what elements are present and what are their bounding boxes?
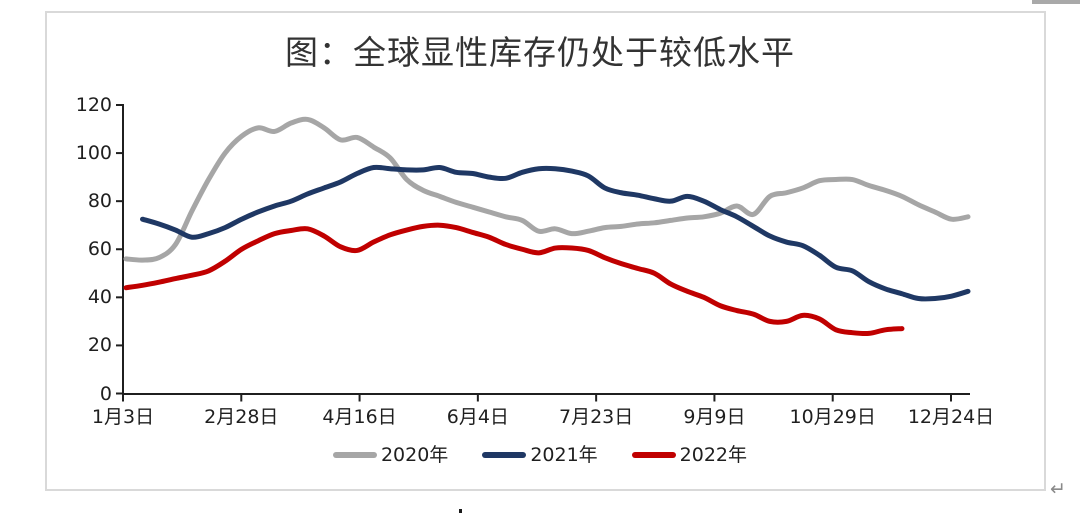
- legend-label-2021: 2021年: [530, 444, 598, 466]
- legend-label-2022: 2022年: [679, 444, 748, 466]
- paragraph-return-mark: ↵: [1050, 478, 1066, 500]
- y-axis-label: 20: [87, 334, 112, 357]
- x-axis-label: 12月24日: [907, 406, 995, 428]
- y-axis-label: 0: [99, 382, 112, 405]
- scrollbar-fragment[interactable]: [1032, 0, 1080, 4]
- x-axis-label: 4月16日: [322, 406, 397, 428]
- legend-swatch-2022: [631, 452, 676, 458]
- x-axis-label: 6月4日: [446, 406, 509, 428]
- legend-label-2020: 2020年: [380, 444, 449, 466]
- x-axis-label: 9月9日: [683, 406, 746, 428]
- series-line-2020年: [123, 116, 971, 263]
- legend-item-2020: 2020年: [332, 443, 449, 467]
- legend-swatch-2021: [482, 452, 527, 458]
- legend-item-2021: 2021年: [482, 443, 598, 467]
- series-line-2021年: [140, 164, 971, 302]
- series-line-2022年: [123, 222, 905, 337]
- cropped-text-fragment: [459, 509, 462, 513]
- legend-swatch-2020: [332, 452, 377, 458]
- y-axis-label: 100: [75, 142, 112, 165]
- x-axis-label: 10月29日: [789, 406, 876, 428]
- chart-title: 图：全球显性库存仍处于较低水平: [285, 33, 795, 72]
- y-axis-label: 60: [87, 238, 112, 261]
- x-axis-label: 2月28日: [204, 406, 279, 428]
- x-axis-label: 1月3日: [91, 406, 155, 428]
- y-axis-label: 80: [87, 190, 112, 213]
- y-axis-label: 120: [75, 94, 112, 116]
- x-axis-label: 7月23日: [559, 406, 634, 428]
- y-axis-label: 40: [87, 286, 112, 309]
- chart-legend: 2020年 2021年 2022年: [160, 443, 920, 467]
- legend-item-2022: 2022年: [631, 443, 748, 467]
